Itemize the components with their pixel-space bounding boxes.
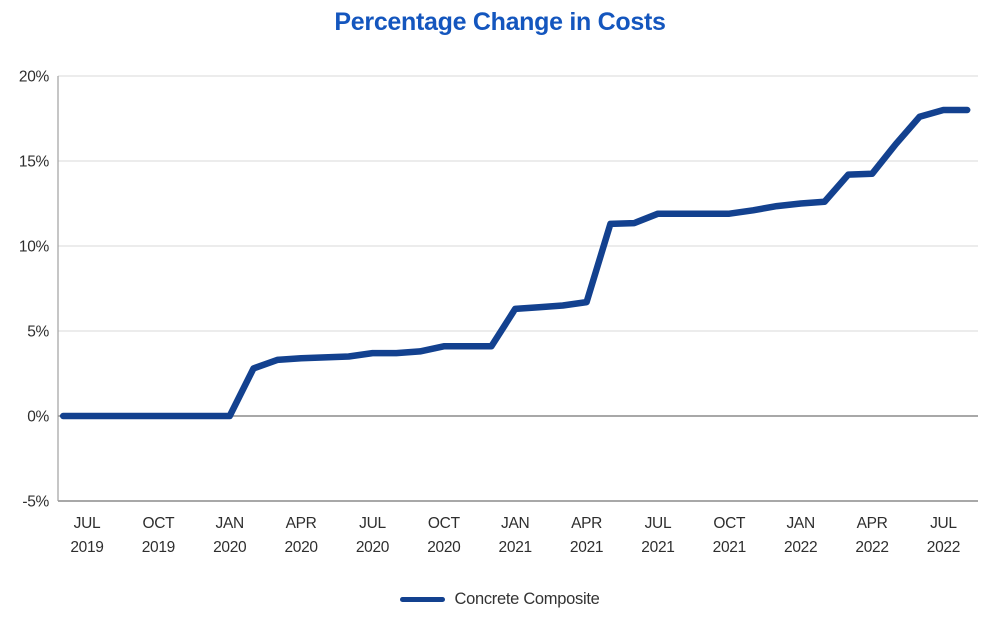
legend-line-icon	[400, 597, 446, 602]
x-axis-tick-year: 2019	[70, 539, 103, 556]
x-axis-tick-year: 2021	[713, 539, 746, 556]
x-axis-tick-year: 2020	[356, 539, 390, 556]
y-axis-tick-label: 0%	[27, 409, 49, 426]
y-axis-labels: 20% 15% 10% 5% 0% -5%	[19, 69, 50, 511]
x-axis-tick-month: APR	[857, 515, 888, 532]
x-axis-tick-year: 2020	[284, 539, 318, 556]
chart-title: Percentage Change in Costs	[334, 8, 666, 36]
y-gridlines	[58, 75, 978, 502]
x-axis-tick-year: 2021	[641, 539, 674, 556]
x-axis-tick-year: 2022	[784, 539, 817, 556]
x-axis-tick-month: JUL	[930, 515, 957, 532]
legend-label: Concrete Composite	[454, 590, 600, 608]
y-axis-tick-label: 15%	[19, 154, 50, 171]
x-axis-tick-year: 2021	[499, 539, 532, 556]
x-axis-tick-month: APR	[571, 515, 602, 532]
legend: Concrete Composite	[0, 590, 1000, 609]
x-axis-tick-month: JUL	[359, 515, 386, 532]
x-axis-tick-month: JUL	[645, 515, 672, 532]
x-axis-tick-year: 2020	[213, 539, 247, 556]
x-axis-tick-month: OCT	[713, 515, 746, 532]
x-axis-tick-month: JAN	[216, 515, 244, 532]
concrete-composite-line	[59, 106, 971, 420]
y-axis-tick-label: -5%	[22, 494, 49, 511]
y-axis-tick-label: 10%	[19, 239, 50, 256]
x-axis-tick-month: JUL	[74, 515, 101, 532]
cost-line-series	[59, 106, 971, 420]
x-axis-tick-month: JAN	[501, 515, 529, 532]
x-axis-tick-month: APR	[286, 515, 317, 532]
x-axis-tick-month: OCT	[142, 515, 175, 532]
x-axis-tick-year: 2022	[855, 539, 888, 556]
x-axis-tick-year: 2020	[427, 539, 461, 556]
line-chart: 20% 15% 10% 5% 0% -5% JUL 2019 OCT 2019 JAN 2020 AP…	[19, 69, 978, 556]
x-axis-tick-month: OCT	[428, 515, 461, 532]
y-axis-tick-label: 5%	[27, 324, 49, 341]
x-axis-tick-year: 2022	[927, 539, 960, 556]
x-axis-tick-year: 2019	[142, 539, 175, 556]
y-axis-tick-label: 20%	[19, 69, 50, 86]
x-axis-labels: JUL 2019 OCT 2019 JAN 2020 APR 2020 JUL 2020 OCT 20…	[70, 515, 960, 556]
x-axis-tick-year: 2021	[570, 539, 603, 556]
x-axis-tick-month: JAN	[786, 515, 814, 532]
